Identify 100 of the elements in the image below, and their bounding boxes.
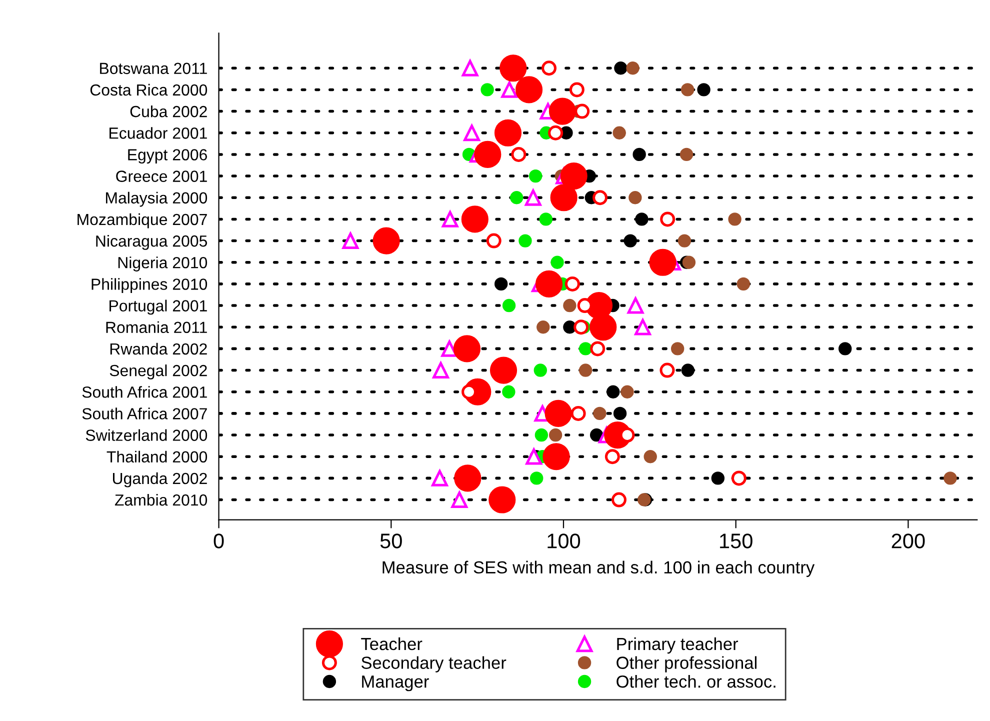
y-tick-label: Portugal 2001: [110, 300, 207, 315]
y-tick-label: South Africa 2007: [82, 408, 207, 420]
y-tick-label: Ecuador 2001: [110, 127, 207, 139]
point: [544, 400, 572, 427]
point: [539, 212, 553, 226]
point: [838, 342, 852, 356]
point: [530, 472, 544, 485]
point: [660, 212, 676, 227]
point: [632, 148, 646, 162]
point: [502, 298, 516, 312]
point: [728, 212, 742, 226]
point: [548, 125, 564, 140]
point: [494, 277, 508, 291]
point: [736, 277, 750, 291]
legend-label: Primary teacher: [617, 637, 738, 654]
y-tick-label: Costa Rica 2000: [90, 84, 208, 96]
point: [627, 297, 644, 314]
y-tick-label: South Africa 2001: [82, 386, 207, 398]
point: [548, 98, 576, 125]
point: [681, 364, 695, 377]
legend-label: Manager: [362, 676, 429, 692]
y-tick-label: Egypt 2006: [128, 149, 207, 164]
point: [944, 472, 957, 485]
point: [548, 428, 562, 442]
point: [578, 342, 592, 356]
point: [560, 162, 588, 190]
point: [680, 83, 694, 96]
point: [488, 486, 516, 514]
point: [574, 320, 589, 335]
point: [342, 232, 359, 249]
point: [593, 406, 606, 420]
point: [604, 449, 620, 464]
point: [464, 124, 480, 142]
x-tick-label: 100: [548, 534, 580, 548]
point: [564, 276, 580, 292]
point: [624, 234, 637, 248]
point: [620, 385, 634, 398]
point: [606, 385, 620, 398]
point: [535, 270, 563, 298]
point: [635, 212, 648, 226]
y-tick-label: Botswana 2011: [100, 62, 207, 74]
point: [500, 54, 527, 82]
point: [528, 169, 542, 183]
point: [526, 448, 542, 465]
point: [542, 443, 570, 470]
point: [441, 340, 458, 357]
point: [518, 234, 532, 248]
y-tick-label: Uganda 2002: [113, 472, 207, 488]
legend-label: Other professional: [616, 656, 756, 672]
y-tick-label: Nicaragua 2005: [96, 235, 208, 250]
point: [550, 184, 578, 212]
point: [590, 314, 617, 341]
y-tick-label: Switzerland 2000: [86, 429, 208, 441]
point: [462, 60, 478, 76]
point: [536, 320, 550, 334]
y-tick-label: Nigeria 2010: [118, 256, 208, 272]
point: [515, 76, 543, 104]
point: [461, 206, 488, 233]
point: [590, 341, 606, 356]
point: [644, 450, 657, 464]
point: [680, 148, 694, 162]
y-tick-label: Zambia 2010: [114, 494, 208, 506]
point: [474, 140, 502, 168]
point: [442, 211, 458, 228]
point: [494, 119, 522, 146]
point: [432, 362, 449, 378]
x-tick-label: 0: [214, 534, 224, 548]
y-tick-label: Philippines 2010: [92, 278, 208, 294]
point: [634, 318, 651, 336]
x-tick-label: 150: [720, 534, 752, 548]
point: [501, 82, 518, 98]
point: [490, 356, 518, 384]
point: [731, 470, 746, 486]
point: [614, 62, 628, 75]
legend-label: Teacher: [361, 637, 422, 650]
point: [649, 248, 676, 276]
point: [563, 298, 576, 312]
point: [524, 189, 542, 206]
point: [660, 362, 675, 378]
y-tick-label: Greece 2001: [116, 170, 207, 182]
y-tick-label: Thailand 2000: [106, 450, 208, 463]
point: [574, 104, 590, 119]
point: [454, 464, 482, 492]
point: [626, 62, 640, 75]
point: [682, 256, 696, 269]
point: [510, 191, 524, 204]
point: [678, 234, 692, 248]
point: [480, 83, 494, 96]
point: [592, 190, 608, 206]
point: [453, 335, 481, 362]
point: [611, 492, 626, 508]
point: [486, 233, 502, 248]
point: [670, 342, 684, 356]
legend-label: Other tech. or assoc.: [616, 674, 776, 688]
x-axis-title: Measure of SES with mean and s.d. 100 in each country: [382, 560, 815, 577]
point: [578, 364, 592, 377]
point: [550, 256, 564, 269]
point: [542, 60, 557, 76]
point: [372, 227, 400, 254]
point: [451, 492, 468, 508]
